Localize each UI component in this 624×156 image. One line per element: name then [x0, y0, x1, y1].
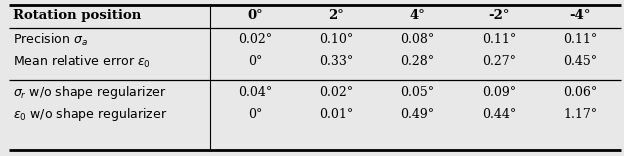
Text: 0.28°: 0.28° — [401, 55, 434, 68]
Text: 0.11°: 0.11° — [563, 33, 597, 46]
Text: 0.01°: 0.01° — [319, 108, 353, 121]
Text: 0.44°: 0.44° — [482, 108, 516, 121]
Text: Rotation position: Rotation position — [13, 9, 142, 22]
Text: -4°: -4° — [570, 9, 591, 22]
Text: $\epsilon_0$ w/o shape regularizer: $\epsilon_0$ w/o shape regularizer — [13, 106, 167, 123]
Text: 0.49°: 0.49° — [401, 108, 434, 121]
Text: 0.08°: 0.08° — [401, 33, 435, 46]
Text: Precision $\sigma_a$: Precision $\sigma_a$ — [13, 32, 88, 48]
Text: 0.11°: 0.11° — [482, 33, 516, 46]
Text: 0.06°: 0.06° — [563, 86, 597, 99]
Text: Mean relative error $\epsilon_0$: Mean relative error $\epsilon_0$ — [13, 54, 151, 70]
Text: 0.04°: 0.04° — [238, 86, 272, 99]
Text: 0.33°: 0.33° — [319, 55, 353, 68]
Text: $\sigma_r$ w/o shape regularizer: $\sigma_r$ w/o shape regularizer — [13, 84, 167, 101]
Text: 0.02°: 0.02° — [319, 86, 353, 99]
Text: 0.45°: 0.45° — [563, 55, 597, 68]
Text: 0°: 0° — [248, 108, 262, 121]
Text: 0°: 0° — [247, 9, 263, 22]
Text: 0.27°: 0.27° — [482, 55, 516, 68]
Text: 0.05°: 0.05° — [401, 86, 434, 99]
Text: 4°: 4° — [410, 9, 426, 22]
Text: 2°: 2° — [328, 9, 344, 22]
Text: -2°: -2° — [488, 9, 510, 22]
Text: 0.09°: 0.09° — [482, 86, 516, 99]
Text: 1.17°: 1.17° — [563, 108, 597, 121]
Text: 0°: 0° — [248, 55, 262, 68]
Text: 0.02°: 0.02° — [238, 33, 272, 46]
Text: 0.10°: 0.10° — [319, 33, 353, 46]
